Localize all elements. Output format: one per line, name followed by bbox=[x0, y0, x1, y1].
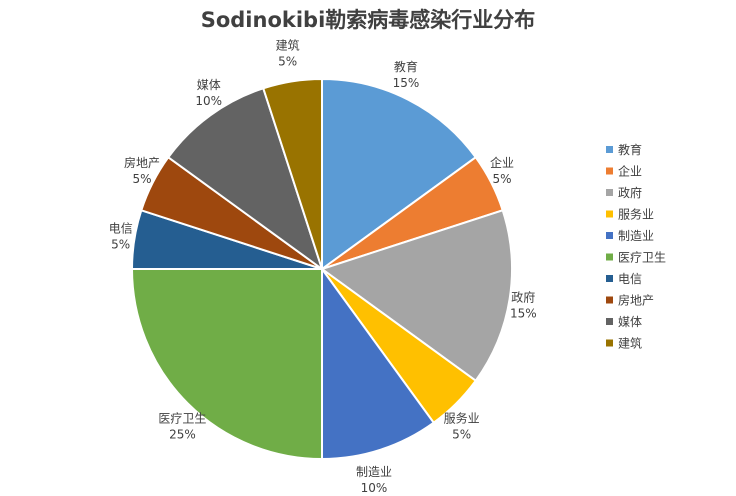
slice-label-name-9: 建筑 bbox=[276, 38, 300, 53]
legend-entry-5: 医疗卫生 bbox=[618, 251, 666, 265]
slice-label-value-7: 5% bbox=[132, 172, 151, 186]
slice-label-value-6: 5% bbox=[111, 238, 130, 252]
legend-entry-3: 服务业 bbox=[618, 207, 654, 222]
legend-swatch-1 bbox=[606, 167, 613, 175]
legend-swatch-8 bbox=[606, 318, 613, 325]
slices-layer bbox=[130, 77, 513, 461]
legend-entry-8: 媒体 bbox=[618, 315, 642, 329]
slice-label-name-7: 房地产 bbox=[124, 155, 160, 170]
slice-label-value-8: 10% bbox=[195, 94, 222, 108]
slice-label-name-3: 服务业 bbox=[444, 411, 480, 426]
legend-swatch-6 bbox=[606, 275, 613, 282]
pie-slice-4 bbox=[321, 265, 436, 461]
legend-entry-7: 房地产 bbox=[618, 293, 654, 308]
legend-swatch-3 bbox=[606, 210, 613, 218]
slice-label-value-5: 25% bbox=[169, 428, 196, 442]
pie-slice-0 bbox=[321, 77, 478, 271]
slice-label-value-4: 10% bbox=[361, 481, 388, 495]
pie-slice-9 bbox=[262, 77, 323, 270]
pie-slice-5 bbox=[130, 268, 323, 461]
slice-label-value-9: 5% bbox=[278, 55, 297, 69]
slice-label-name-1: 企业 bbox=[490, 155, 514, 170]
pie-slice-8 bbox=[166, 87, 324, 272]
legend-entry-4: 制造业 bbox=[618, 229, 654, 243]
slice-label-name-0: 教育 bbox=[394, 59, 418, 74]
legend-swatch-2 bbox=[606, 189, 613, 196]
legend-entry-2: 政府 bbox=[618, 185, 642, 200]
slice-label-name-2: 政府 bbox=[511, 289, 535, 304]
slice-label-value-1: 5% bbox=[492, 172, 511, 186]
legend-entry-6: 电信 bbox=[618, 272, 642, 286]
legend-entry-0: 教育 bbox=[618, 142, 642, 157]
slice-label-value-0: 15% bbox=[393, 76, 420, 90]
slice-label-name-6: 电信 bbox=[109, 222, 133, 236]
pie-slice-2 bbox=[319, 209, 513, 383]
slice-label-name-4: 制造业 bbox=[356, 465, 392, 479]
legend-swatch-0 bbox=[606, 146, 613, 153]
slice-label-value-3: 5% bbox=[452, 428, 471, 442]
slice-label-name-8: 媒体 bbox=[197, 78, 221, 92]
slice-label-value-2: 15% bbox=[510, 306, 537, 320]
legend-swatch-9 bbox=[606, 339, 613, 347]
legend-entry-9: 建筑 bbox=[618, 336, 642, 351]
slice-label-name-5: 医疗卫生 bbox=[158, 412, 206, 426]
labels-layer: 教育 15% 企业 5% 政府 15% 服务业 5% 制造业 10% 医疗卫生 25% 电信 5% 房地产 5… bbox=[109, 38, 537, 496]
legend-swatch-4 bbox=[606, 232, 613, 239]
legend-swatch-5 bbox=[606, 253, 613, 261]
chart-title: Sodinokibi勒索病毒感染行业分布 bbox=[200, 8, 536, 32]
legend-swatch-7 bbox=[606, 296, 613, 304]
legend-entry-1: 企业 bbox=[618, 164, 642, 179]
